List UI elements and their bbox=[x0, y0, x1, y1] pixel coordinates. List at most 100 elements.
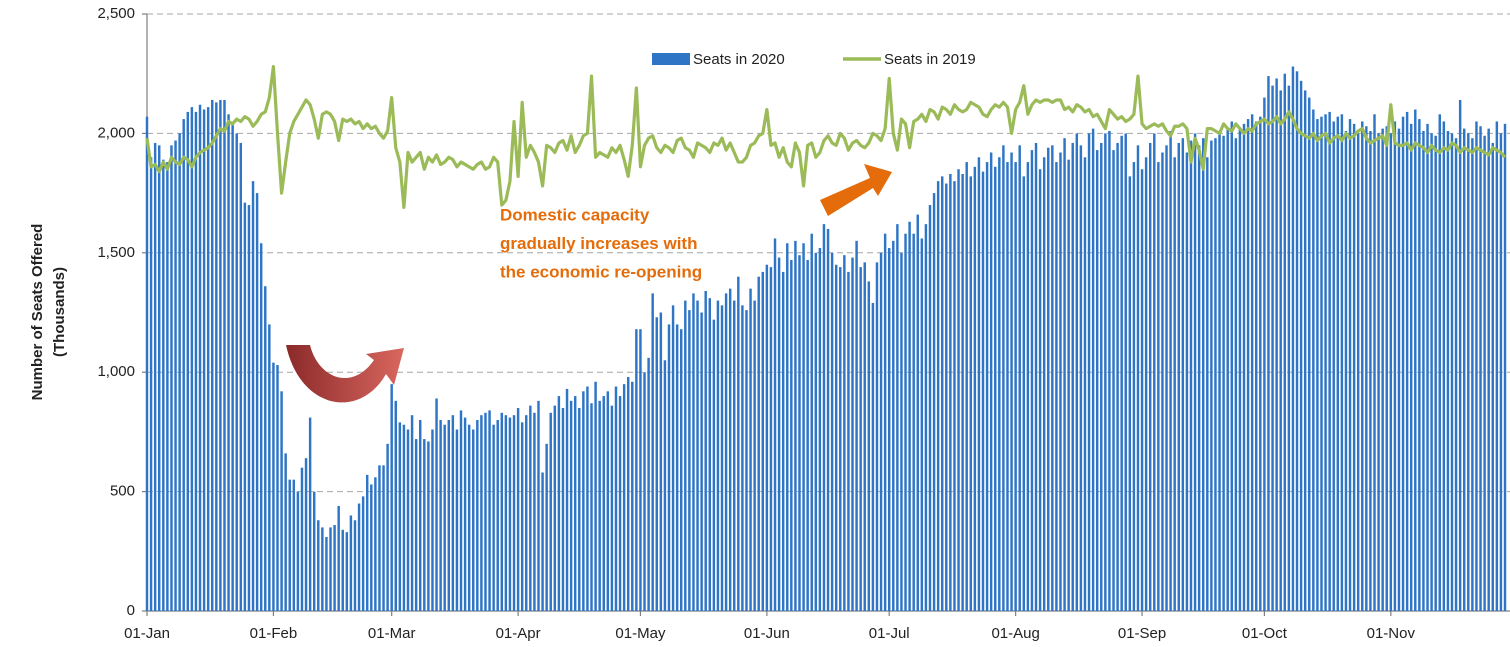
bar bbox=[431, 429, 434, 611]
bar bbox=[170, 145, 173, 611]
bar bbox=[961, 173, 964, 611]
bar bbox=[186, 111, 190, 612]
bar bbox=[272, 362, 275, 611]
bar bbox=[1116, 142, 1119, 611]
bar bbox=[459, 410, 463, 611]
bar bbox=[317, 520, 320, 611]
bar bbox=[194, 111, 198, 612]
bar bbox=[394, 400, 397, 611]
bar bbox=[810, 233, 813, 612]
bar bbox=[1442, 121, 1446, 612]
x-tick-label: 01-Aug bbox=[991, 625, 1039, 642]
bar bbox=[761, 271, 765, 611]
bar bbox=[1348, 119, 1352, 612]
bar bbox=[264, 286, 267, 611]
bar bbox=[374, 477, 377, 611]
y-tick-label: 1,000 bbox=[97, 363, 135, 380]
bar bbox=[724, 293, 728, 611]
bar bbox=[879, 252, 883, 612]
bar bbox=[325, 536, 328, 611]
bar bbox=[1385, 126, 1388, 612]
bar bbox=[875, 262, 879, 611]
bar bbox=[639, 329, 642, 611]
y-tick-label: 2,500 bbox=[97, 5, 135, 22]
bar bbox=[1047, 147, 1050, 611]
x-tick-label: 01-Sep bbox=[1118, 625, 1166, 642]
bar bbox=[1401, 116, 1405, 612]
x-tick-label: 01-Apr bbox=[496, 625, 541, 642]
bar bbox=[182, 119, 185, 612]
bar bbox=[178, 133, 181, 611]
bar bbox=[598, 400, 601, 611]
bar bbox=[402, 424, 406, 611]
bar bbox=[798, 255, 801, 612]
bar bbox=[1369, 131, 1372, 611]
bar bbox=[700, 312, 703, 611]
bar bbox=[516, 408, 520, 611]
bar bbox=[741, 305, 744, 611]
bar bbox=[545, 443, 548, 611]
bar bbox=[765, 264, 769, 611]
bar bbox=[280, 391, 283, 611]
bar bbox=[1038, 169, 1042, 611]
bar bbox=[904, 233, 907, 612]
bar bbox=[1422, 131, 1425, 611]
bar bbox=[1022, 176, 1026, 611]
bar bbox=[1458, 99, 1462, 611]
bar bbox=[296, 491, 300, 611]
bar bbox=[786, 243, 789, 612]
bar bbox=[1275, 78, 1278, 611]
bar bbox=[994, 166, 997, 611]
bar bbox=[174, 140, 177, 611]
bar bbox=[537, 400, 540, 611]
bar bbox=[1287, 85, 1291, 611]
bar bbox=[908, 221, 911, 612]
bar bbox=[1002, 145, 1005, 611]
line-layer bbox=[145, 64, 1507, 210]
bar bbox=[1409, 123, 1413, 612]
bar bbox=[439, 419, 442, 611]
bar bbox=[333, 525, 336, 611]
bar bbox=[1083, 157, 1087, 611]
bar bbox=[839, 267, 842, 611]
bar bbox=[1487, 128, 1490, 611]
bar bbox=[814, 252, 818, 612]
bar bbox=[1181, 138, 1185, 611]
bar bbox=[1210, 140, 1213, 611]
bar bbox=[268, 324, 271, 611]
legend-label: Seats in 2019 bbox=[884, 51, 976, 68]
bar bbox=[1259, 116, 1262, 612]
bar bbox=[341, 529, 344, 611]
bar bbox=[1377, 133, 1380, 611]
bar bbox=[728, 288, 732, 611]
bar bbox=[1120, 135, 1123, 611]
bar bbox=[569, 400, 573, 611]
bar bbox=[1059, 152, 1062, 611]
bar bbox=[390, 384, 393, 611]
bar bbox=[1246, 119, 1250, 612]
bar bbox=[586, 386, 589, 611]
bar bbox=[863, 262, 866, 611]
bar bbox=[1055, 162, 1058, 611]
bar bbox=[1153, 133, 1156, 611]
bar bbox=[1283, 73, 1287, 611]
bar bbox=[928, 205, 932, 612]
bar bbox=[349, 515, 353, 611]
bar bbox=[1222, 135, 1225, 611]
bar bbox=[451, 415, 455, 611]
bar bbox=[153, 142, 157, 611]
bar bbox=[1030, 150, 1034, 611]
x-tick-label: 01-Oct bbox=[1242, 625, 1288, 642]
bar bbox=[1132, 162, 1136, 611]
bar bbox=[1095, 150, 1099, 611]
bar bbox=[357, 503, 361, 611]
bar bbox=[1173, 157, 1176, 611]
bar bbox=[529, 405, 532, 611]
x-tick-label: 01-Jan bbox=[124, 625, 170, 642]
bar bbox=[202, 109, 206, 612]
bar bbox=[1471, 138, 1474, 611]
bar bbox=[288, 479, 291, 611]
x-tick-label: 01-Jul bbox=[869, 625, 910, 642]
